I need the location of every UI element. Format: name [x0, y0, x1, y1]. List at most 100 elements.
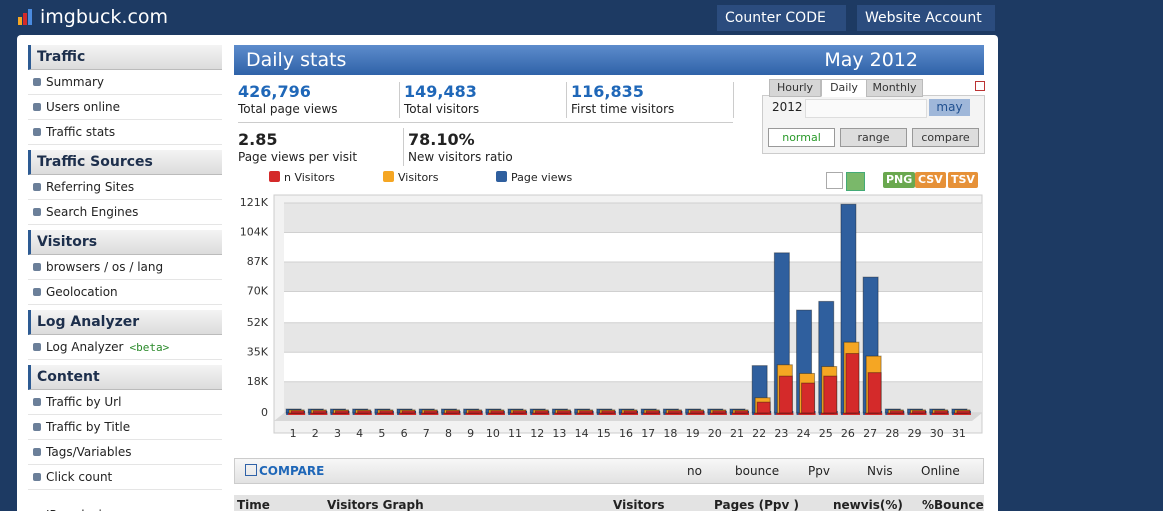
bar [601, 410, 616, 414]
column-header: Visitors [613, 498, 665, 511]
compare-option[interactable]: Online [921, 464, 960, 478]
compare-option[interactable]: no [687, 464, 702, 478]
link-text[interactable]: Log Analyzer [46, 340, 124, 354]
x-tick-label: 21 [730, 427, 744, 440]
sidebar-link[interactable]: Traffic by Url [28, 390, 222, 415]
divider [238, 122, 733, 123]
link-text[interactable]: Traffic by Title [46, 420, 131, 434]
grid-band [284, 232, 982, 263]
x-tick-label: 12 [530, 427, 544, 440]
divider [566, 82, 567, 118]
baseline-stripe [887, 413, 905, 415]
beta-tag: <beta> [129, 341, 170, 354]
compare-icon [245, 464, 257, 476]
sidebar-link[interactable]: Search Engines [28, 200, 222, 225]
bar [579, 410, 594, 414]
mode-button[interactable]: normal [768, 128, 835, 147]
legend-label: Page views [511, 171, 573, 184]
stat-label: Total page views [238, 102, 338, 116]
legend-label: Visitors [398, 171, 439, 184]
tab[interactable]: Monthly [866, 79, 923, 97]
sidebar-link[interactable]: Summary [28, 70, 222, 95]
bar [867, 372, 882, 414]
compare-option[interactable]: Nvis [867, 464, 893, 478]
bar [623, 410, 638, 414]
tab[interactable]: Hourly [769, 79, 821, 97]
x-tick-label: 6 [401, 427, 408, 440]
link-text[interactable]: Search Engines [46, 205, 139, 219]
baseline-stripe [532, 413, 550, 415]
compare-option[interactable]: Ppv [808, 464, 830, 478]
bar [690, 410, 705, 414]
link-text[interactable]: Click count [46, 470, 113, 484]
sidebar-link[interactable]: Click count [28, 465, 222, 490]
sidebar-link[interactable]: Log Analyzer <beta> [28, 335, 222, 360]
bar [667, 410, 682, 414]
sidebar-link[interactable]: browsers / os / lang [28, 255, 222, 280]
bar [823, 375, 838, 414]
baseline-stripe [665, 413, 683, 415]
bar [357, 410, 372, 414]
mode-button[interactable]: range [840, 128, 907, 147]
column-header: Time [237, 498, 270, 511]
section-title: Traffic [28, 45, 222, 70]
y-tick-label: 70K [247, 285, 269, 298]
bar [889, 410, 904, 414]
link-text[interactable]: Traffic stats [46, 125, 116, 139]
tab[interactable]: Daily [821, 79, 867, 97]
bar-chart-icon[interactable] [826, 172, 843, 189]
export-button[interactable]: PNG [883, 172, 916, 188]
month[interactable]: may [929, 99, 970, 116]
logo[interactable]: imgbuck.com [40, 6, 169, 28]
sidebar-link[interactable]: Tags/Variables [28, 440, 222, 465]
y-tick-label: 35K [247, 345, 269, 358]
website-account-button[interactable]: Website Account [857, 5, 995, 31]
sidebar-link[interactable]: IP exclusion [28, 503, 222, 511]
baseline-stripe [709, 413, 727, 415]
export-button[interactable]: TSV [948, 172, 978, 188]
x-tick-label: 24 [797, 427, 811, 440]
link-text[interactable]: Users online [46, 100, 121, 114]
x-tick-label: 1 [290, 427, 297, 440]
line-chart-icon[interactable] [846, 172, 865, 191]
compare-title[interactable]: COMPARE [259, 464, 325, 478]
link-text[interactable]: Traffic by Url [46, 395, 122, 409]
export-button[interactable]: CSV [915, 172, 946, 188]
sidebar-link[interactable]: Traffic by Title [28, 415, 222, 440]
sidebar-section: Log Analyzer Log Analyzer <beta> [28, 310, 222, 360]
sidebar-link[interactable]: Geolocation [28, 280, 222, 305]
link-text[interactable]: Geolocation [46, 285, 118, 299]
link-text[interactable]: Referring Sites [46, 180, 135, 194]
link-text[interactable]: Tags/Variables [46, 445, 132, 459]
sidebar-link[interactable]: Referring Sites [28, 175, 222, 200]
baseline-stripe [310, 413, 328, 415]
x-tick-label: 13 [552, 427, 566, 440]
x-tick-label: 2 [312, 427, 319, 440]
logo-icon [18, 9, 34, 25]
counter-code-button[interactable]: Counter CODE [717, 5, 846, 31]
link-text[interactable]: Summary [46, 75, 104, 89]
sidebar-section: Visitors browsers / os / lang Geolocation [28, 230, 222, 305]
calendar-icon[interactable] [975, 81, 985, 91]
bar [312, 410, 327, 414]
mode-button[interactable]: compare [912, 128, 979, 147]
baseline-stripe [576, 413, 594, 415]
year[interactable]: 2012 [772, 100, 803, 114]
baseline-stripe [376, 413, 394, 415]
baseline-stripe [288, 413, 306, 415]
link-text[interactable]: browsers / os / lang [46, 260, 164, 274]
x-tick-label: 26 [841, 427, 855, 440]
baseline-stripe [643, 413, 661, 415]
baseline-stripe [909, 413, 927, 415]
baseline-stripe [399, 413, 417, 415]
compare-option[interactable]: bounce [735, 464, 780, 478]
baseline-stripe [621, 413, 638, 415]
year-slots [805, 99, 927, 118]
baseline-stripe [865, 413, 883, 415]
sidebar-link[interactable]: Traffic stats [28, 120, 222, 145]
x-tick-label: 17 [641, 427, 655, 440]
stat-value: 78.10% [408, 130, 475, 149]
sidebar-link[interactable]: Users online [28, 95, 222, 120]
baseline-stripe [554, 413, 572, 415]
